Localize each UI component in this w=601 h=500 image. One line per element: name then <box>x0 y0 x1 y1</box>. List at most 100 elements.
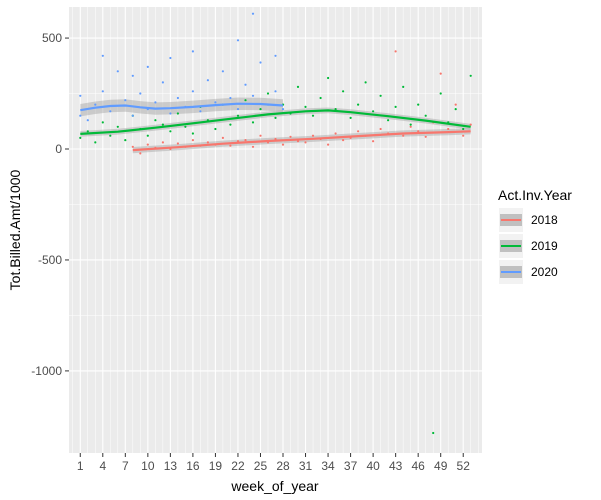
data-point-2020 <box>131 74 134 77</box>
data-point-2018 <box>469 123 472 126</box>
x-tick-label: 40 <box>366 459 380 473</box>
x-tick-label: 46 <box>411 459 425 473</box>
data-point-2019 <box>394 105 397 108</box>
data-point-2020 <box>86 119 89 122</box>
data-point-2018 <box>221 136 224 139</box>
data-point-2020 <box>124 99 127 102</box>
data-point-2019 <box>176 112 179 115</box>
data-point-2020 <box>236 108 240 111</box>
data-point-2018 <box>342 139 345 142</box>
data-point-2020 <box>169 56 172 60</box>
data-point-2020 <box>176 96 179 100</box>
x-tick-label: 1 <box>77 459 84 473</box>
data-point-2020 <box>154 101 157 104</box>
x-tick-label: 28 <box>276 459 290 473</box>
data-point-2018 <box>206 141 209 144</box>
data-point-2020 <box>191 90 194 93</box>
legend-title: Act.Inv.Year <box>498 187 572 203</box>
smooth-line-2020 <box>80 102 284 112</box>
smooth-lines <box>80 102 471 152</box>
data-point-2019 <box>364 81 367 84</box>
data-point-2019 <box>146 134 149 137</box>
x-tick-label: 22 <box>231 459 245 473</box>
data-point-2019 <box>409 123 412 126</box>
x-tick-label: 37 <box>344 459 358 473</box>
data-point-2020 <box>244 83 247 86</box>
data-point-2018 <box>244 139 247 142</box>
data-point-2019 <box>259 108 262 111</box>
data-point-2020 <box>116 70 119 73</box>
data-point-2019 <box>311 114 315 117</box>
data-point-2020 <box>161 81 164 84</box>
legend-label-2018: 2018 <box>531 213 558 227</box>
data-point-2018 <box>447 127 450 131</box>
data-point-2018 <box>311 134 315 137</box>
x-tick-label: 31 <box>299 459 313 473</box>
data-point-2020 <box>169 112 172 115</box>
data-point-2019 <box>319 96 322 100</box>
data-point-2019 <box>116 125 119 128</box>
data-point-2018 <box>281 143 285 146</box>
y-tick-label: 0 <box>55 142 62 156</box>
data-point-2020 <box>139 92 142 95</box>
data-point-2019 <box>154 119 157 122</box>
data-point-2018 <box>146 143 149 146</box>
data-point-2018 <box>251 145 255 148</box>
data-point-2018 <box>259 134 262 137</box>
data-point-2018 <box>379 127 382 131</box>
data-point-2020 <box>146 65 149 68</box>
data-point-2018 <box>424 135 427 138</box>
data-point-2020 <box>236 39 240 42</box>
data-point-2020 <box>94 103 97 106</box>
data-point-2018 <box>229 144 232 147</box>
data-point-2019 <box>432 431 435 435</box>
data-point-2019 <box>402 85 405 88</box>
data-point-2019 <box>161 123 164 126</box>
data-point-2019 <box>109 134 112 137</box>
data-point-2019 <box>214 127 217 131</box>
x-tick-label: 4 <box>99 459 106 473</box>
data-point-2019 <box>372 110 375 113</box>
data-point-2018 <box>454 103 457 106</box>
y-tick-label: -500 <box>38 253 62 267</box>
data-point-2018 <box>402 134 405 137</box>
data-point-2019 <box>439 92 442 95</box>
legend-label-2019: 2019 <box>531 239 558 253</box>
data-point-2019 <box>184 125 187 128</box>
data-point-2018 <box>462 134 465 137</box>
data-point-2018 <box>191 139 194 142</box>
data-point-2020 <box>221 70 224 73</box>
data-point-2019 <box>229 123 232 126</box>
data-point-2019 <box>79 136 82 139</box>
data-point-2019 <box>417 103 420 106</box>
x-tick-label: 19 <box>209 459 223 473</box>
data-point-2019 <box>454 108 457 111</box>
x-tick-label: 25 <box>254 459 268 473</box>
data-point-2019 <box>169 130 172 133</box>
data-points <box>79 12 472 435</box>
data-point-2019 <box>191 132 194 135</box>
data-point-2020 <box>274 54 277 57</box>
data-point-2019 <box>387 119 390 122</box>
data-point-2018 <box>334 132 337 135</box>
data-point-2018 <box>417 130 420 133</box>
data-point-2018 <box>409 125 412 128</box>
data-point-2018 <box>304 141 307 144</box>
data-point-2020 <box>214 101 217 104</box>
x-tick-label: 10 <box>141 459 155 473</box>
y-tick-label: -1000 <box>31 364 62 378</box>
data-point-2019 <box>274 116 277 119</box>
x-tick-label: 43 <box>389 459 403 473</box>
data-point-2019 <box>304 105 307 108</box>
grid-lines <box>69 7 482 453</box>
data-point-2020 <box>206 79 209 82</box>
data-point-2020 <box>259 61 262 64</box>
x-tick-label: 7 <box>122 459 129 473</box>
data-point-2019 <box>462 127 465 131</box>
data-point-2019 <box>342 90 345 93</box>
data-point-2020 <box>131 114 134 117</box>
x-tick-label: 52 <box>457 459 471 473</box>
data-point-2020 <box>251 12 255 15</box>
data-point-2020 <box>281 108 285 111</box>
data-point-2020 <box>191 50 194 53</box>
